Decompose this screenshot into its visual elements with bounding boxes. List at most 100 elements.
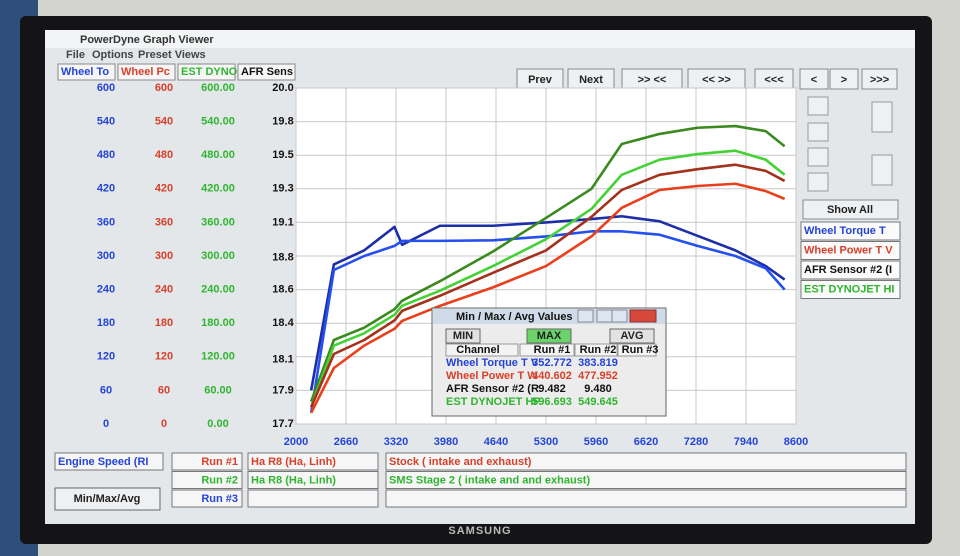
- brand-logo: SAMSUNG: [448, 525, 511, 537]
- popup-close[interactable]: [629, 309, 657, 323]
- y-tick-label: 120: [97, 351, 115, 363]
- x-tick-label: 5960: [584, 436, 608, 448]
- popup-button-label: MAX: [537, 330, 562, 342]
- x-tick-label: 7940: [734, 436, 758, 448]
- axis-title-box: [177, 63, 236, 81]
- popup-button-label: MIN: [453, 330, 473, 342]
- min-max-avg-button[interactable]: [54, 487, 161, 511]
- data-line: [309, 149, 786, 408]
- menu-item: File: [66, 49, 85, 61]
- x-tick-label: 2660: [334, 436, 358, 448]
- run-label: Run #2: [201, 474, 238, 486]
- popup-window: [431, 307, 667, 417]
- axis-title: EST DYNO: [181, 66, 238, 78]
- power-tick-label: 420: [155, 183, 173, 195]
- y-tick-label: 0: [103, 418, 109, 430]
- popup-cell: 9.480: [584, 383, 612, 395]
- nav-button[interactable]: [799, 68, 829, 90]
- data-line: [309, 214, 786, 391]
- nav-button-label: <<<: [764, 74, 783, 86]
- run-box: [171, 452, 243, 471]
- power-tick-label: 360: [155, 216, 173, 228]
- est-tick-label: 120.00: [201, 351, 235, 363]
- nav-button-label: Prev: [528, 74, 553, 86]
- popup-cell: EST DYNOJET HP: [446, 396, 541, 408]
- menu-item: Options: [92, 49, 134, 61]
- channel-label: Wheel Power T V: [804, 244, 893, 256]
- channel-item[interactable]: [800, 241, 901, 260]
- axis-title-box: [117, 63, 176, 81]
- y-tick-label: 60: [100, 384, 112, 396]
- scroll-button[interactable]: [807, 147, 829, 167]
- power-tick-label: 600: [155, 82, 173, 94]
- vehicle-box: [247, 471, 379, 489]
- popup-header: Run #1: [534, 344, 571, 356]
- y-tick-label: 240: [97, 284, 115, 296]
- axis-title: AFR Sens: [241, 66, 293, 78]
- popup-cell: 9.482: [538, 383, 566, 395]
- vehicle-box: [247, 489, 379, 508]
- nav-button-label: Next: [579, 74, 603, 86]
- y-tick-label: 300: [97, 250, 115, 262]
- nav-button[interactable]: [829, 68, 859, 90]
- power-tick-label: 60: [158, 384, 170, 396]
- scroll-button[interactable]: [807, 96, 829, 116]
- afr-tick-label: 19.1: [272, 216, 293, 228]
- afr-tick-label: 19.8: [272, 116, 293, 128]
- x-tick-label: 4640: [484, 436, 508, 448]
- scroll-button[interactable]: [871, 101, 893, 133]
- popup-header-cell: [519, 343, 575, 357]
- description-box: [385, 471, 907, 489]
- min-max-avg-label: Min/Max/Avg: [74, 493, 141, 505]
- x-tick-label: 2000: [284, 436, 308, 448]
- scroll-button[interactable]: [807, 172, 829, 192]
- data-line: [309, 230, 786, 414]
- nav-button[interactable]: [861, 68, 898, 90]
- popup-header: Run #2: [580, 344, 617, 356]
- popup-cell: 352.772: [532, 357, 572, 369]
- vehicle-label: Ha R8 (Ha, Linh): [251, 456, 336, 468]
- x-channel-label: Engine Speed (RI: [58, 456, 148, 468]
- est-tick-label: 420.00: [201, 183, 235, 195]
- popup-window-button[interactable]: [596, 309, 613, 323]
- channel-item[interactable]: [800, 260, 901, 280]
- run-label: Run #3: [201, 493, 238, 505]
- channel-item[interactable]: [800, 221, 901, 241]
- popup-header-cell: [574, 343, 618, 357]
- popup-button[interactable]: [526, 328, 572, 344]
- popup-cell: 383.819: [578, 357, 618, 369]
- power-tick-label: 480: [155, 149, 173, 161]
- popup-header-cell: [445, 343, 519, 357]
- power-tick-label: 180: [155, 317, 173, 329]
- popup-header: Channel: [456, 344, 499, 356]
- popup-button[interactable]: [609, 328, 655, 344]
- est-tick-label: 300.00: [201, 250, 235, 262]
- power-tick-label: 120: [155, 351, 173, 363]
- show-all-button[interactable]: [802, 199, 899, 220]
- popup-cell: 549.645: [578, 396, 618, 408]
- y-tick-label: 360: [97, 216, 115, 228]
- nav-button-label: >: [841, 74, 847, 86]
- scroll-button[interactable]: [871, 154, 893, 186]
- afr-tick-label: 18.8: [272, 251, 293, 263]
- afr-tick-label: 18.6: [272, 284, 293, 296]
- x-tick-label: 6620: [634, 436, 658, 448]
- description-box: [385, 489, 907, 508]
- data-line: [309, 124, 786, 403]
- channel-item[interactable]: [800, 280, 901, 299]
- popup-cell: 596.693: [532, 396, 572, 408]
- popup-cell: 440.602: [532, 370, 572, 382]
- channel-label: EST DYNOJET HI: [804, 283, 894, 295]
- vehicle-box: [247, 452, 379, 471]
- window-title: PowerDyne Graph Viewer: [80, 34, 214, 46]
- popup-button[interactable]: [445, 328, 481, 344]
- nav-button-label: << >>: [702, 74, 731, 86]
- est-tick-label: 480.00: [201, 149, 235, 161]
- popup-header-cell: [617, 343, 657, 357]
- popup-window-button[interactable]: [577, 309, 594, 323]
- popup-window-button[interactable]: [611, 309, 628, 323]
- x-tick-label: 7280: [684, 436, 708, 448]
- scroll-button[interactable]: [807, 122, 829, 142]
